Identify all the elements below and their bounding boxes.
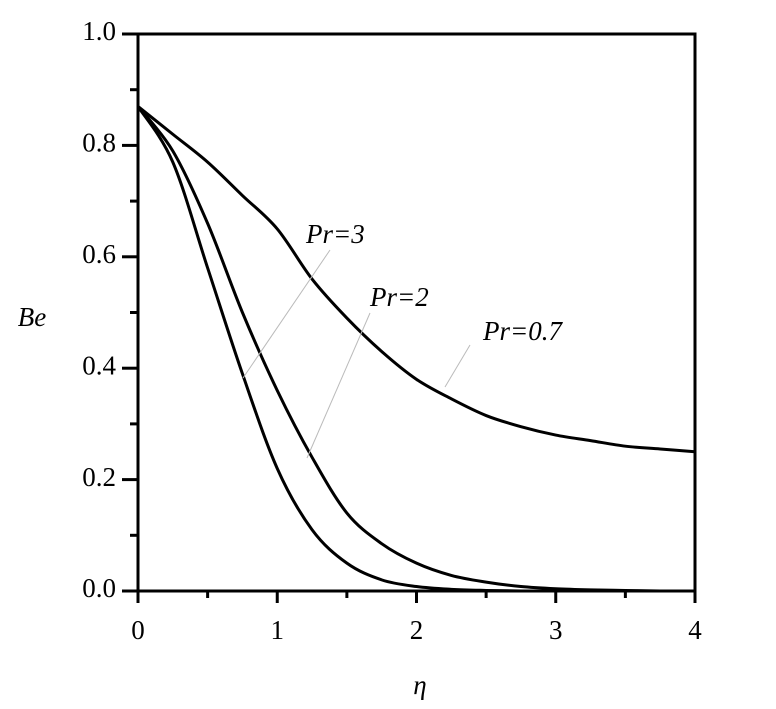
y-tick-label: 0.0	[82, 573, 116, 603]
series-label: Pr=3	[305, 219, 365, 249]
data-line	[136, 105, 696, 593]
x-tick-label: 1	[271, 615, 285, 645]
data-line	[137, 105, 696, 454]
y-tick-label: 0.2	[82, 462, 116, 492]
y-axis-label: Be	[18, 302, 46, 332]
annotation-leader	[242, 249, 331, 379]
x-axis-label: η	[413, 670, 426, 700]
x-tick-label: 2	[410, 615, 424, 645]
y-tick-label: 1.0	[82, 16, 116, 46]
y-tick-label: 0.6	[82, 239, 116, 269]
annotation-leader	[444, 344, 471, 388]
x-tick-label: 0	[131, 615, 145, 645]
y-tick-label: 0.8	[82, 128, 116, 158]
x-tick-label: 4	[688, 615, 702, 645]
series-label: Pr=2	[369, 282, 429, 312]
y-tick-label: 0.4	[82, 350, 116, 380]
annotation-leader	[306, 312, 371, 459]
data-line	[136, 105, 695, 593]
x-tick-label: 3	[549, 615, 563, 645]
series-label: Pr=0.7	[482, 316, 563, 346]
